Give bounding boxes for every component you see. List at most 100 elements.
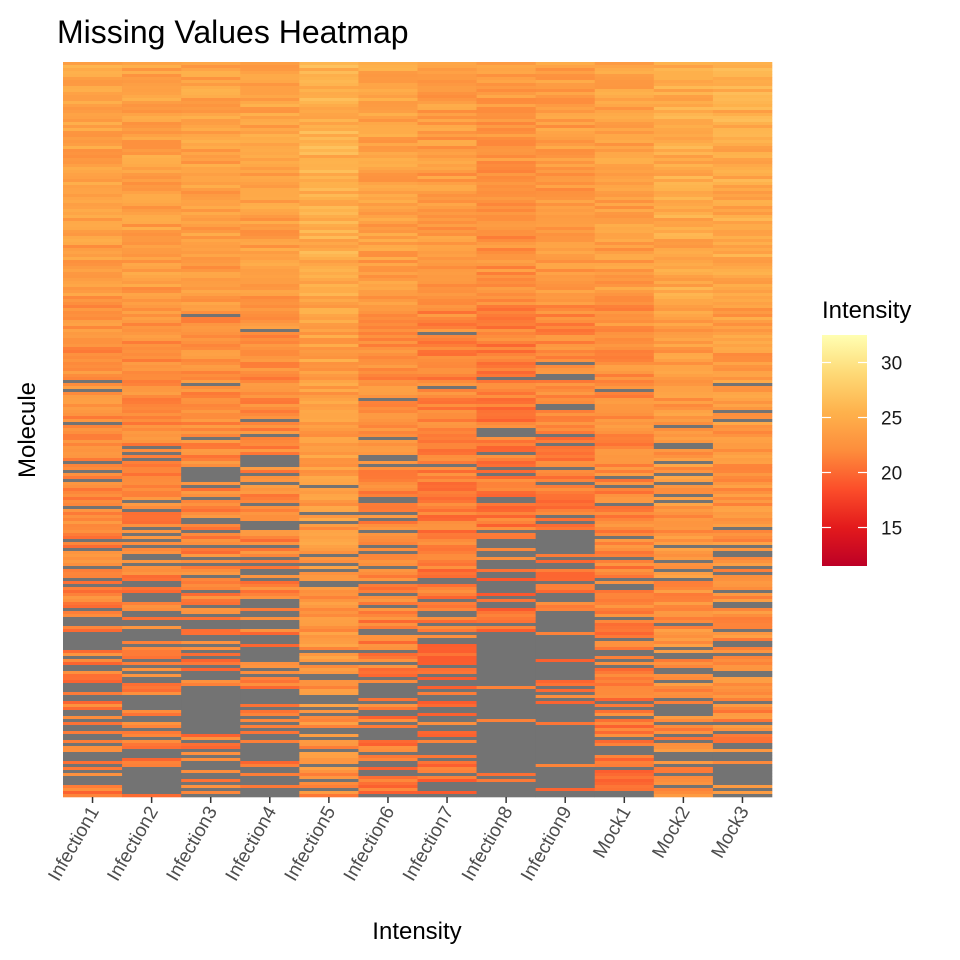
plot-panel — [63, 62, 773, 798]
heatmap-cell — [594, 401, 655, 405]
heatmap-cell — [476, 227, 536, 231]
heatmap-cell — [712, 746, 773, 750]
heatmap-cell — [358, 338, 418, 342]
heatmap-cell — [653, 728, 714, 732]
heatmap-cell — [594, 134, 655, 138]
heatmap-cell — [181, 464, 241, 468]
heatmap-cell — [476, 608, 536, 612]
heatmap-cell — [476, 161, 536, 165]
heatmap-cell — [535, 443, 596, 447]
heatmap-cell — [594, 251, 655, 255]
heatmap-cell — [63, 137, 123, 141]
heatmap-cell — [653, 119, 714, 123]
heatmap-cell — [122, 413, 182, 417]
heatmap-cell — [417, 575, 477, 579]
heatmap-cell — [476, 308, 536, 312]
heatmap-cell — [181, 650, 241, 654]
heatmap-cell — [653, 410, 714, 414]
heatmap-cell — [594, 326, 655, 330]
heatmap-cell — [122, 185, 182, 189]
heatmap-cell — [181, 698, 241, 702]
heatmap-cell — [594, 152, 655, 156]
heatmap-cell — [181, 323, 241, 327]
heatmap-cell — [122, 347, 182, 351]
heatmap-cell — [653, 440, 714, 444]
heatmap-cell — [417, 299, 477, 303]
heatmap-cell — [594, 557, 655, 561]
heatmap-cell — [535, 383, 596, 387]
heatmap-cell — [417, 578, 477, 582]
heatmap-cell — [535, 434, 596, 438]
heatmap-cell — [653, 431, 714, 435]
heatmap-cell — [594, 419, 655, 423]
heatmap-cell — [653, 503, 714, 507]
heatmap-cell — [712, 65, 773, 69]
heatmap-cell — [417, 527, 477, 531]
heatmap-cell — [417, 326, 477, 330]
heatmap-cell — [653, 113, 714, 117]
heatmap-cell — [240, 179, 300, 183]
heatmap-cell — [299, 764, 359, 768]
heatmap-cell — [299, 731, 359, 735]
heatmap-cell — [181, 581, 241, 585]
heatmap-cell — [476, 107, 536, 111]
heatmap-cell — [535, 527, 596, 531]
heatmap-cell — [535, 692, 596, 696]
heatmap-cell — [712, 302, 773, 306]
heatmap-cell — [299, 590, 359, 594]
heatmap-cell — [417, 260, 477, 264]
heatmap-cell — [181, 782, 241, 786]
heatmap-cell — [122, 593, 182, 597]
heatmap-cell — [358, 644, 418, 648]
heatmap-cell — [122, 749, 182, 753]
heatmap-cell — [240, 767, 300, 771]
heatmap-cell — [63, 131, 123, 135]
heatmap-cell — [240, 395, 300, 399]
heatmap-cell — [476, 209, 536, 213]
heatmap-cell — [476, 692, 536, 696]
heatmap-cell — [476, 332, 536, 336]
heatmap-cell — [240, 152, 300, 156]
heatmap-cell — [476, 317, 536, 321]
heatmap-cell — [535, 446, 596, 450]
heatmap-cell — [712, 545, 773, 549]
heatmap-cell — [63, 284, 123, 288]
heatmap-cell — [653, 641, 714, 645]
heatmap-cell — [299, 524, 359, 528]
heatmap-cell — [358, 62, 418, 66]
heatmap-cell — [653, 527, 714, 531]
heatmap-cell — [535, 281, 596, 285]
heatmap-cell — [240, 446, 300, 450]
heatmap-cell — [712, 725, 773, 729]
heatmap-cell — [417, 626, 477, 630]
heatmap-cell — [417, 104, 477, 108]
heatmap-cell — [181, 677, 241, 681]
heatmap-cell — [476, 704, 536, 708]
heatmap-cell — [299, 335, 359, 339]
heatmap-cell — [476, 68, 536, 72]
heatmap-cell — [594, 734, 655, 738]
heatmap-cell — [535, 140, 596, 144]
heatmap-cell — [240, 236, 300, 240]
heatmap-cell — [653, 125, 714, 129]
heatmap-cell — [476, 155, 536, 159]
heatmap-cell — [535, 284, 596, 288]
heatmap-cell — [63, 98, 123, 102]
heatmap-cell — [299, 242, 359, 246]
heatmap-cell — [653, 557, 714, 561]
heatmap-cell — [299, 206, 359, 210]
heatmap-cell — [358, 641, 418, 645]
heatmap-cell — [476, 569, 536, 573]
heatmap-cell — [594, 707, 655, 711]
heatmap-cell — [240, 728, 300, 732]
heatmap-cell — [712, 233, 773, 237]
heatmap-cell — [240, 614, 300, 618]
heatmap-cell — [122, 170, 182, 174]
heatmap-cell — [594, 704, 655, 708]
heatmap-cell — [63, 794, 123, 798]
heatmap-cell — [476, 260, 536, 264]
x-axis: Infection1 Infection2 Infection3 Infection4… — [44, 797, 754, 885]
heatmap-cell — [712, 701, 773, 705]
heatmap-cell — [122, 350, 182, 354]
heatmap-cell — [122, 494, 182, 498]
